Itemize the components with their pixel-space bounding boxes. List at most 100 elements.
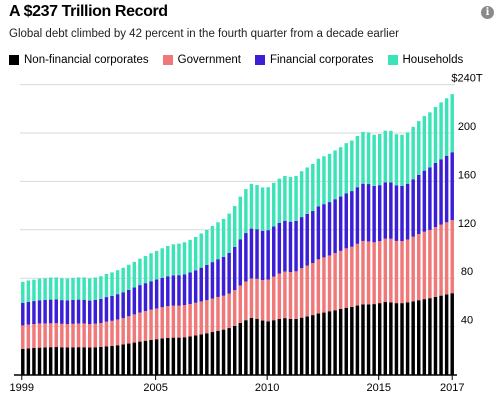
bar-segment — [316, 158, 321, 207]
bar-segment — [433, 163, 438, 228]
bar-segment — [316, 259, 321, 314]
x-tick-label: 2015 — [366, 382, 390, 394]
bar-segment — [322, 257, 326, 313]
bar-segment — [127, 289, 131, 317]
bar-segment — [160, 307, 164, 339]
bar-segment — [272, 320, 276, 375]
bar-segment — [288, 221, 293, 273]
bar-segment — [48, 323, 53, 348]
bar-segment — [422, 170, 427, 232]
bar-segment — [361, 240, 365, 305]
bar-segment — [260, 230, 265, 281]
chart-subtitle: Global debt climbed by 42 percent in the… — [9, 28, 399, 40]
bar-segment — [104, 321, 109, 347]
bar-segment — [444, 98, 449, 156]
bar-segment — [288, 177, 293, 222]
bar-segment — [110, 345, 114, 375]
bar-segment — [249, 278, 254, 319]
bar-segment — [193, 270, 198, 303]
bar-segment — [65, 278, 70, 301]
x-tick-label: 2005 — [143, 382, 167, 394]
bar-segment — [327, 255, 332, 312]
bar-segment — [249, 183, 254, 229]
bar-segment — [154, 250, 159, 280]
bar-segment — [37, 278, 42, 301]
bar-segment — [166, 246, 170, 277]
bar-segment — [65, 347, 70, 375]
bar-segment — [87, 278, 92, 301]
bar-segment — [405, 132, 410, 184]
bar-segment — [372, 134, 376, 186]
bar-segment — [177, 275, 181, 306]
bar-segment — [193, 236, 198, 271]
bar-segment — [316, 206, 321, 260]
bar-segment — [266, 230, 270, 280]
bar-segment — [377, 241, 382, 304]
bar-segment — [299, 171, 304, 218]
bar-segment — [71, 347, 75, 375]
bar-segment — [154, 308, 159, 340]
bar-segment — [154, 339, 159, 375]
bar-segment — [93, 277, 98, 300]
bar-segment — [383, 302, 388, 375]
bar-segment — [283, 271, 287, 319]
bar-segment — [383, 130, 388, 183]
bar-segment — [104, 273, 109, 298]
bar-segment — [54, 347, 58, 375]
bar-segment — [26, 301, 31, 325]
bar-segment — [132, 342, 137, 375]
bar-segment — [76, 299, 81, 324]
bar-segment — [93, 299, 98, 324]
y-tick-label: $240T — [451, 73, 482, 85]
bar-segment — [216, 330, 220, 375]
bar-segment — [355, 136, 360, 188]
bar-segment — [166, 276, 170, 307]
bar-segment — [327, 153, 332, 203]
legend-swatch — [9, 55, 19, 65]
bar-segment — [444, 155, 449, 223]
bar-segment — [255, 229, 259, 279]
bar-segment — [154, 279, 159, 309]
bar-segment — [444, 294, 449, 375]
bar-segment — [43, 278, 47, 300]
bar-segment — [428, 112, 432, 168]
bar-segment — [355, 243, 360, 306]
legend-label: Government — [177, 54, 241, 66]
bar-segment — [43, 299, 47, 324]
bar-segment — [294, 318, 298, 375]
bar-segment — [417, 234, 421, 301]
bar-segment — [266, 279, 270, 322]
bar-segment — [305, 167, 309, 214]
bar-segment — [417, 174, 421, 235]
bar-segment — [227, 293, 231, 329]
bar-segment — [99, 276, 103, 300]
bar-segment — [260, 280, 265, 321]
bar-segment — [82, 347, 86, 375]
bar-segment — [450, 152, 454, 220]
bar-segment — [450, 293, 454, 375]
bar-segment — [433, 227, 438, 297]
info-icon[interactable]: i — [481, 6, 494, 19]
chart-title: A $237 Trillion Record — [9, 3, 168, 20]
bar-segment — [99, 346, 103, 375]
bar-segment — [32, 301, 36, 325]
bar-segment — [60, 323, 64, 348]
legend-swatch — [387, 55, 398, 65]
bar-segment — [188, 272, 192, 304]
bar-segment — [232, 246, 237, 291]
bar-segment — [322, 312, 326, 375]
bar-segment — [272, 276, 276, 321]
bar-segment — [110, 295, 114, 321]
bar-segment — [333, 310, 337, 375]
bar-segment — [143, 340, 148, 375]
bar-segment — [283, 318, 287, 375]
bar-segment — [439, 295, 443, 375]
bar-segment — [93, 323, 98, 348]
bar-segment — [355, 305, 360, 375]
bar-segment — [400, 134, 404, 186]
legend-item-non-financial-corporates: Non-financial corporates — [9, 54, 149, 66]
y-tick-label: 80 — [461, 266, 473, 278]
bar-segment — [255, 185, 259, 230]
bar-segment — [344, 307, 348, 375]
